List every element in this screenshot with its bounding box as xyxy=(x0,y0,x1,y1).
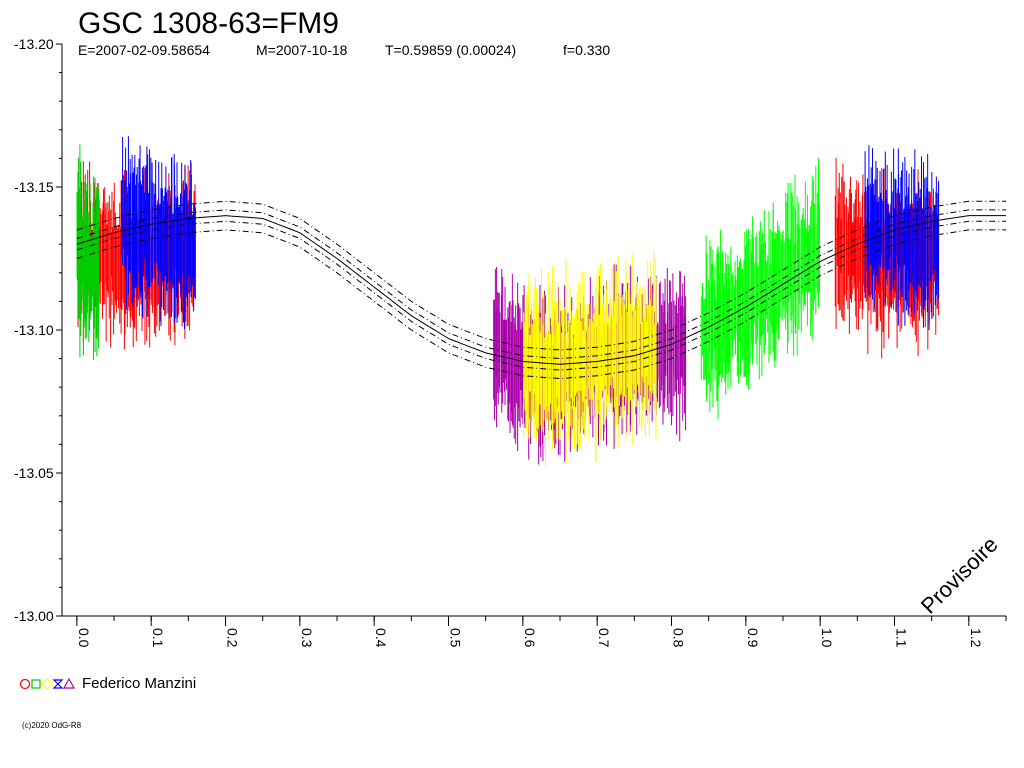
model-curve xyxy=(76,200,1006,351)
watermark: Provisoire xyxy=(916,532,1003,619)
series-lime xyxy=(700,158,820,420)
y-tick-label: -13.10 xyxy=(14,322,54,338)
model-curve xyxy=(76,220,1006,371)
y-tick-label: -13.05 xyxy=(14,465,54,481)
chart-title: GSC 1308-63=FM9 xyxy=(78,7,339,40)
x-tick-label: 0.7 xyxy=(596,628,612,648)
series-green xyxy=(76,144,100,361)
axes: -13.20 -13.15 -13.10 -13.05 -13.00 0.0 0.1 0.2 0… xyxy=(14,36,1007,648)
legend-symbols xyxy=(19,677,76,690)
x-tick-label: 0.0 xyxy=(76,628,92,648)
f-text: f=0.330 xyxy=(563,42,610,58)
copyright-text: (c)2020 OdG-R8 xyxy=(22,721,82,730)
legend-label: Federico Manzini xyxy=(82,675,196,692)
x-tick-label: 1.2 xyxy=(968,628,984,648)
plot-area xyxy=(76,136,1006,468)
x-tick-label: 0.4 xyxy=(373,628,389,648)
y-tick-label: -13.15 xyxy=(14,179,54,195)
model-curve xyxy=(76,229,1006,380)
x-tick-label: 0.2 xyxy=(225,628,241,648)
legend-square-icon xyxy=(31,679,41,689)
legend-diamond-icon xyxy=(41,678,53,690)
x-tick-label: 0.3 xyxy=(299,628,315,648)
x-tick-label: 0.1 xyxy=(150,628,166,648)
period-text: T=0.59859 (0.00024) xyxy=(385,42,516,58)
legend-hourglass-icon xyxy=(52,679,64,689)
x-tick-label: 0.9 xyxy=(745,628,761,648)
series-blue-repeat xyxy=(864,145,940,331)
legend: Federico Manzini xyxy=(19,675,196,692)
y-tick-label: -13.20 xyxy=(14,36,54,52)
legend-circle-icon xyxy=(19,678,31,690)
model-curve xyxy=(76,209,1006,360)
model-curve xyxy=(76,215,1006,365)
x-tick-label: 0.5 xyxy=(448,628,464,648)
x-tick-label: 1.1 xyxy=(894,628,910,648)
mid-date-text: M=2007-10-18 xyxy=(256,42,348,58)
series-yellow xyxy=(523,250,657,468)
legend-triangle-icon xyxy=(62,677,76,689)
x-tick-label: 0.6 xyxy=(522,628,538,648)
x-tick-label: 1.0 xyxy=(819,628,835,648)
x-tick-label: 0.8 xyxy=(671,628,687,648)
y-tick-label: -13.00 xyxy=(14,608,54,624)
epoch-text: E=2007-02-09.58654 xyxy=(78,42,210,58)
